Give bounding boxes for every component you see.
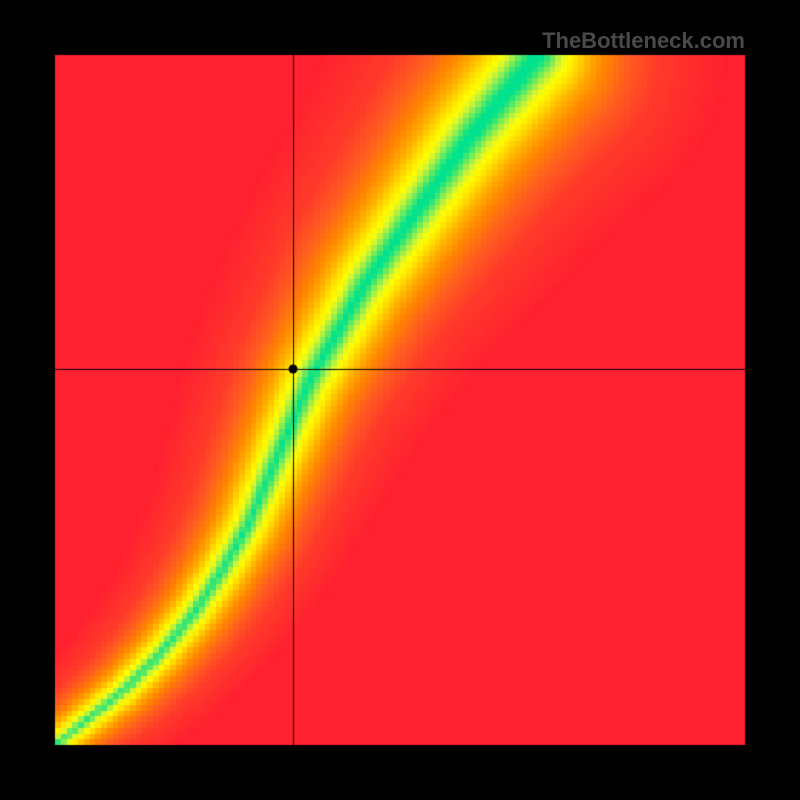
chart-container: { "canvas": { "width": 800, "height": 80… [0, 0, 800, 800]
watermark-text: TheBottleneck.com [542, 28, 745, 54]
crosshair-overlay [0, 0, 800, 800]
